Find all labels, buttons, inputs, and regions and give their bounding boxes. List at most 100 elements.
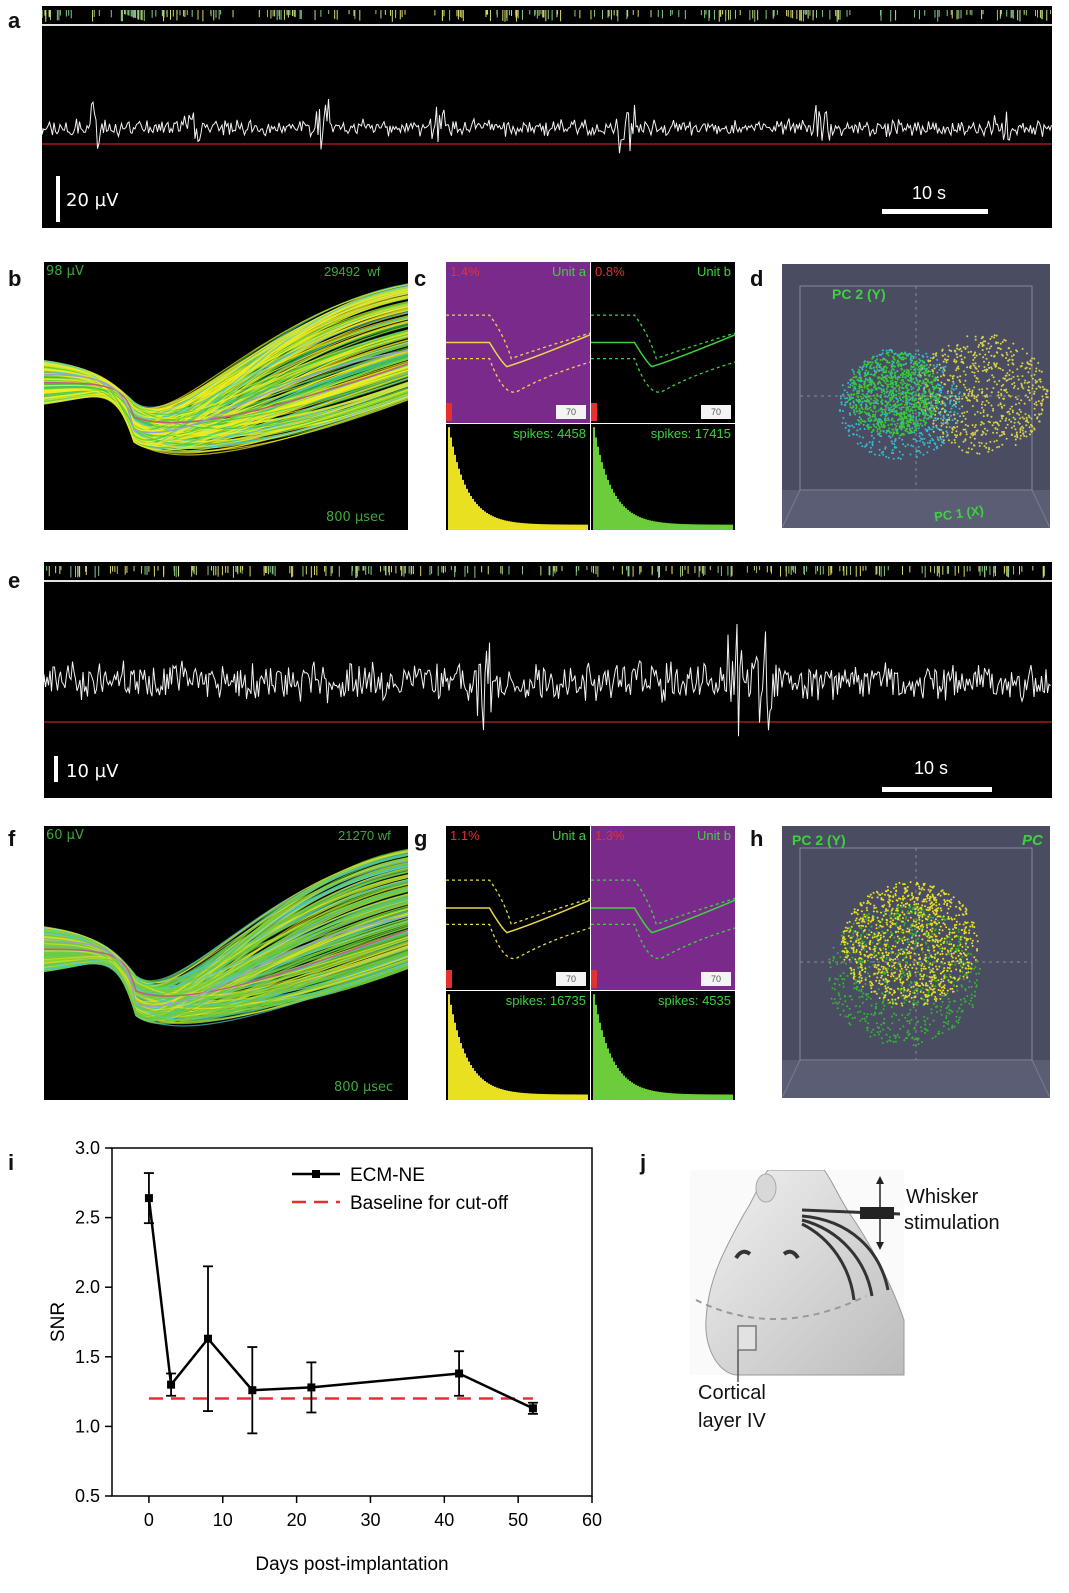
amplitude-label: 98 µV (46, 264, 84, 279)
data-point (307, 1383, 316, 1392)
isi-bars (593, 994, 733, 1100)
time-scale-label: 10 s (912, 183, 947, 203)
layer-label: layer IV (698, 1410, 766, 1432)
spike-count: spikes: 4458 (513, 426, 586, 441)
unit-waveform (591, 314, 735, 393)
unit-scale-box[interactable]: 70 (556, 972, 586, 986)
waveform-panel-b: 98 µV 29492 wf 800 µsec (44, 262, 408, 530)
unit-waveform (446, 314, 590, 393)
spike-count: spikes: 17415 (650, 426, 731, 441)
voltage-scale-label: 10 µV (66, 761, 119, 782)
unit-marker (591, 403, 597, 421)
trace-e-svg (44, 566, 1052, 737)
voltage-scale-bar (56, 176, 60, 222)
spike-raster (46, 566, 1045, 578)
x-tick-label: 30 (360, 1510, 380, 1530)
spike-count: spikes: 4535 (658, 993, 731, 1008)
legend-label-baseline: Baseline for cut-off (350, 1193, 509, 1214)
pca-panel-d: PC 2 (Y) PC 1 (X) (782, 264, 1050, 528)
isi-histogram: spikes: 17415 (591, 424, 735, 530)
units-panel-c: 1.4% Unit a 70 spikes: 4458 0.8% Unit b … (446, 262, 736, 530)
whisker-3 (801, 1218, 874, 1297)
unit-name: Unit a (552, 828, 586, 843)
stimulator-probe (860, 1207, 894, 1219)
unit-scale-box[interactable]: 70 (701, 972, 731, 986)
y-tick-label: 0.5 (75, 1486, 100, 1506)
legend-label-ecm: ECM-NE (350, 1165, 425, 1186)
arrow-up-icon (876, 1176, 884, 1184)
unit-marker (591, 970, 597, 988)
isi-bars (593, 427, 733, 530)
panel-label-j: j (640, 1150, 647, 1175)
pca-y-axis-label: PC 2 (Y) (792, 832, 846, 848)
unit-marker (446, 403, 452, 421)
data-point (455, 1369, 464, 1378)
unit-view: 1.4% Unit a 70 (446, 262, 590, 423)
legend-marker-ecm (312, 1170, 320, 1178)
panel-label-e: e (8, 568, 21, 593)
data-point (248, 1386, 257, 1395)
waveform-count: 21270 wf (338, 828, 391, 843)
unit-scale-box[interactable]: 70 (556, 405, 586, 419)
mouse-head-diagram (690, 1170, 905, 1382)
pca-d-svg (782, 285, 1050, 528)
unit-waveform (591, 879, 735, 960)
data-point (144, 1194, 153, 1203)
unit-percent: 1.4% (450, 264, 480, 279)
plot-frame (111, 1147, 593, 1497)
x-tick-label: 60 (582, 1510, 602, 1530)
isi-histogram: spikes: 16735 (446, 991, 590, 1100)
panel-label-d: d (750, 266, 764, 291)
unit-name: Unit b (697, 264, 731, 279)
amplitude-label: 60 µV (46, 828, 84, 843)
data-point (167, 1380, 176, 1389)
time-scale-label: 10 s (914, 758, 949, 778)
x-tick-label: 0 (144, 1510, 154, 1530)
time-window-label: 800 µsec (326, 510, 386, 525)
time-scale-bar (882, 209, 988, 214)
unit-view: 1.3% Unit b 70 (591, 826, 735, 990)
x-axis-label: Days post-implantation (255, 1554, 448, 1575)
cortical-label: Cortical (698, 1382, 766, 1404)
trace-panel-e: 10 µV 10 s (44, 562, 1052, 798)
mouse-head (705, 1170, 905, 1376)
y-tick-label: 2.0 (75, 1277, 100, 1297)
unit-percent: 1.3% (595, 828, 625, 843)
unit-name: Unit a (552, 264, 586, 279)
mouse-nose (755, 1173, 777, 1203)
isi-histogram: spikes: 4535 (591, 991, 735, 1100)
cortical-layer-box (737, 1325, 757, 1351)
arrow-down-icon (876, 1242, 884, 1250)
data-point (528, 1404, 537, 1413)
isi-histogram: spikes: 4458 (446, 424, 590, 530)
panel-label-b: b (8, 266, 22, 291)
whisker-4 (801, 1222, 856, 1301)
spike-raster (42, 10, 1052, 22)
stimulation-label: stimulation (904, 1212, 1000, 1234)
waveform-b-svg (44, 283, 408, 456)
time-window-label: 800 µsec (334, 1080, 394, 1095)
y-axis-label: SNR (48, 1302, 69, 1342)
units-panel-g: 1.1% Unit a 70 spikes: 16735 1.3% Unit b… (446, 826, 736, 1100)
unit-percent: 0.8% (595, 264, 625, 279)
unit-view: 0.8% Unit b 70 (591, 262, 735, 423)
whisker-diagram: Whisker stimulation Cortical layer IV (690, 1170, 1060, 1440)
voltage-scale-bar (54, 756, 58, 782)
waveform-f-svg (44, 848, 408, 1027)
panel-label-f: f (8, 826, 16, 851)
trace-panel-a: 20 µV 10 s (42, 6, 1052, 228)
snr-chart: 0 10 20 30 40 50 60 0.5 1.0 1.5 2.0 2.5 3.0 Days post… (40, 1140, 620, 1590)
pca-x-axis-label: PC (1022, 832, 1043, 849)
unit-scale-box[interactable]: 70 (701, 405, 731, 419)
waveform-count: 29492 wf (324, 264, 381, 279)
pca-h-svg (782, 847, 1050, 1098)
unit-name: Unit b (697, 828, 731, 843)
x-tick-label: 40 (434, 1510, 454, 1530)
x-tick-label: 50 (508, 1510, 528, 1530)
y-tick-label: 2.5 (75, 1208, 100, 1228)
whisker-2 (801, 1214, 890, 1291)
mouse-eye-left (734, 1249, 752, 1260)
isi-bars (448, 994, 588, 1100)
voltage-scale-label: 20 µV (66, 190, 119, 211)
isi-bars (448, 427, 588, 530)
